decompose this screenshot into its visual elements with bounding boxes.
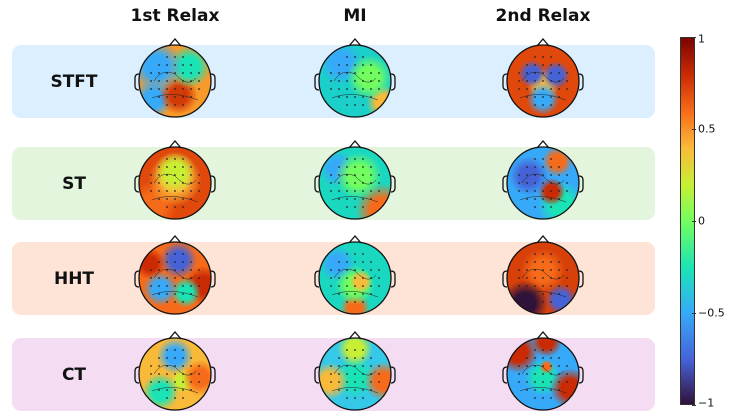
head-outline: [314, 140, 396, 220]
column-header-mi: MI: [343, 6, 367, 26]
head-outline: [134, 38, 216, 118]
head-outline: [314, 331, 396, 411]
head-outline: [134, 331, 216, 411]
head-outline: [502, 140, 584, 220]
row-band-hht: HHT: [12, 235, 655, 315]
topomap-st-1st-relax: [132, 140, 218, 226]
row-band-stft: STFT: [12, 38, 655, 118]
head-outline: [502, 38, 584, 118]
row-label: ST: [62, 173, 86, 194]
topomap-hht-1st-relax: [132, 235, 218, 321]
topomap-hht-2nd-relax: [500, 235, 586, 321]
column-header-1st-relax: 1st Relax: [130, 6, 220, 26]
row-band-ct: CT: [12, 331, 655, 411]
row-label: STFT: [50, 71, 98, 92]
colorbar-tick-label: −1: [698, 396, 715, 410]
topomap-stft-mi: [312, 38, 398, 124]
colorbar-tick-mark: [692, 405, 696, 406]
topomap-st-mi: [312, 140, 398, 226]
colorbar-tick-mark: [692, 37, 696, 38]
topomap-stft-1st-relax: [132, 38, 218, 124]
colorbar-tick-mark: [692, 313, 696, 314]
column-header-2nd-relax: 2nd Relax: [495, 6, 591, 26]
colorbar-tick-label: 0.5: [698, 122, 716, 136]
colorbar-tick-label: −0.5: [698, 306, 725, 320]
head-outline: [134, 235, 216, 315]
colorbar-tick-label: 0: [698, 214, 705, 228]
topomap-stft-2nd-relax: [500, 38, 586, 124]
row-label: HHT: [53, 268, 95, 289]
topomap-ct-1st-relax: [132, 331, 218, 417]
colorbar-tick-mark: [692, 129, 696, 130]
head-outline: [502, 331, 584, 411]
colorbar-tick-label: 1: [698, 32, 705, 46]
head-outline: [134, 140, 216, 220]
topomap-hht-mi: [312, 235, 398, 321]
row-band-st: ST: [12, 140, 655, 220]
head-outline: [314, 235, 396, 315]
topomap-st-2nd-relax: [500, 140, 586, 226]
topomap-ct-2nd-relax: [500, 331, 586, 417]
head-outline: [314, 38, 396, 118]
head-outline: [502, 235, 584, 315]
colorbar-tick-mark: [692, 221, 696, 222]
topomap-ct-mi: [312, 331, 398, 417]
row-label: CT: [61, 364, 87, 385]
